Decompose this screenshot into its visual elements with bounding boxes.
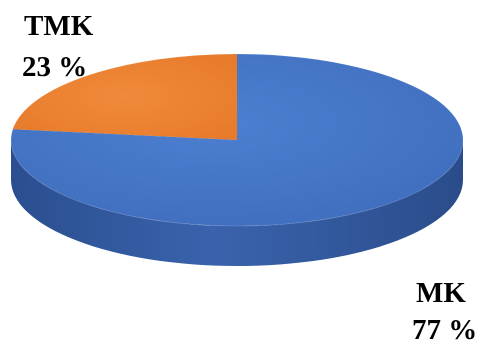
pie-slice-mk xyxy=(11,54,464,226)
slice-label-tmk: TMK xyxy=(24,10,94,42)
slice-value-tmk: 23 % xyxy=(22,51,87,83)
pie-side-wall xyxy=(11,140,463,266)
slice-value-mk: 77 % xyxy=(412,314,477,343)
slice-label-mk: MK xyxy=(416,277,466,309)
pie-slice-tmk xyxy=(12,54,238,140)
pie-rim xyxy=(10,53,464,227)
